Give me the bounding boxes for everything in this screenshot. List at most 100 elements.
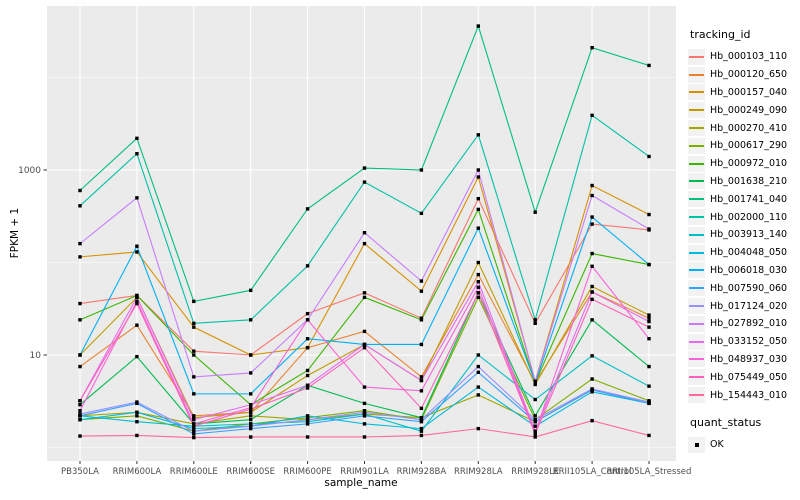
data-point	[362, 241, 367, 246]
data-point	[362, 401, 367, 406]
data-point	[249, 407, 253, 411]
data-point	[192, 392, 196, 396]
data-point	[476, 207, 480, 212]
line-swatch-icon	[688, 226, 705, 243]
legend-entries: Hb_000103_110 Hb_000120_650 Hb_000157_040 H…	[688, 48, 800, 404]
data-point	[419, 406, 424, 411]
data-point	[647, 325, 651, 329]
legend-entry-label: Hb_033152_050	[710, 336, 788, 348]
legend-entry-label: Hb_075449_050	[710, 371, 788, 383]
data-point	[362, 329, 367, 334]
data-point	[78, 364, 82, 369]
data-point	[362, 345, 367, 350]
data-point	[305, 345, 310, 350]
legend-line-sample	[689, 287, 704, 290]
data-point	[249, 424, 253, 428]
data-point	[78, 301, 82, 306]
x-tick-label: RRIM600SE	[226, 467, 275, 477]
legend-entry-label: Hb_001741_040	[710, 193, 788, 205]
legend-entry: Hb_075449_050	[688, 368, 800, 386]
data-point	[419, 342, 424, 347]
x-tick-label: RRIM928LA	[454, 467, 503, 477]
data-point	[362, 342, 367, 347]
data-point	[192, 325, 196, 329]
legend-entry: Hb_002000_110	[688, 208, 800, 226]
legend-entry-label: Hb_000249_090	[710, 104, 788, 116]
line-swatch-icon	[688, 244, 705, 261]
legend-entry-label: Hb_048937_030	[710, 353, 788, 365]
data-point	[305, 415, 310, 420]
data-point	[419, 417, 424, 422]
data-point	[78, 414, 82, 418]
data-point	[135, 420, 139, 424]
y-tick-label: 10	[30, 351, 42, 361]
data-point	[476, 393, 480, 397]
legend-entry: Hb_033152_050	[688, 333, 800, 351]
legend-entry: Hb_154443_010	[688, 386, 800, 404]
data-point	[590, 418, 594, 423]
line-swatch-icon	[688, 137, 705, 154]
x-tick-label: RRIM901LA	[340, 467, 389, 477]
data-point	[647, 154, 651, 159]
data-point	[249, 353, 253, 357]
data-point	[362, 166, 367, 170]
data-point	[305, 422, 310, 426]
data-point	[476, 133, 480, 137]
line-swatch-icon	[688, 262, 705, 279]
data-point	[476, 353, 480, 357]
legend-entry: Hb_017124_020	[688, 297, 800, 315]
data-point	[590, 215, 594, 219]
data-point	[590, 290, 594, 294]
x-tick-label: RRIM928BA	[397, 467, 447, 477]
data-point	[192, 424, 196, 428]
line-swatch-icon	[688, 387, 705, 404]
legend-entry-label: Hb_027892_010	[710, 318, 788, 330]
legend-entry-label: Hb_154443_010	[710, 389, 788, 401]
data-point	[305, 264, 310, 268]
data-point	[305, 337, 310, 341]
data-point	[362, 230, 367, 235]
line-swatch-icon	[688, 351, 705, 368]
x-tick-label: RRIM600LE	[170, 467, 218, 477]
data-point	[533, 318, 537, 322]
data-point	[135, 250, 139, 254]
data-point	[590, 264, 594, 268]
data-point	[192, 299, 196, 304]
data-point	[192, 353, 196, 357]
legend-entry-label: Hb_000270_410	[710, 122, 788, 134]
data-point	[135, 293, 139, 298]
data-point	[362, 295, 367, 300]
data-point	[305, 383, 310, 388]
data-point	[78, 434, 82, 438]
legend-entry: Hb_000120_650	[688, 66, 800, 84]
data-point	[590, 387, 594, 391]
legend-entry-label: Hb_000157_040	[710, 86, 788, 98]
data-point	[647, 400, 651, 404]
legend-entry-label: Hb_006018_030	[710, 264, 788, 276]
data-point	[533, 435, 537, 439]
data-point	[533, 397, 537, 402]
data-point	[135, 299, 139, 304]
legend-entry-label: Hb_017124_020	[710, 300, 788, 312]
x-tick-label: RRIM600LA	[113, 467, 162, 477]
data-point	[647, 433, 651, 438]
square-point-icon	[688, 436, 705, 453]
data-point	[249, 318, 253, 322]
data-point	[192, 426, 196, 431]
data-point	[419, 426, 424, 431]
data-point	[249, 288, 253, 293]
legend-line-sample	[689, 55, 704, 58]
legend-entry-label: Hb_002000_110	[710, 211, 788, 223]
line-swatch-icon	[688, 369, 705, 386]
legend-title-tracking-id: tracking_id	[690, 28, 751, 41]
data-point	[419, 420, 424, 424]
data-point	[135, 323, 139, 327]
legend-line-sample	[689, 144, 704, 147]
legend-entry: Hb_000249_090	[688, 101, 800, 119]
data-point	[419, 211, 424, 216]
line-swatch-icon	[688, 102, 705, 119]
data-point	[362, 422, 367, 426]
legend-entry-label: Hb_007590_060	[710, 282, 788, 294]
